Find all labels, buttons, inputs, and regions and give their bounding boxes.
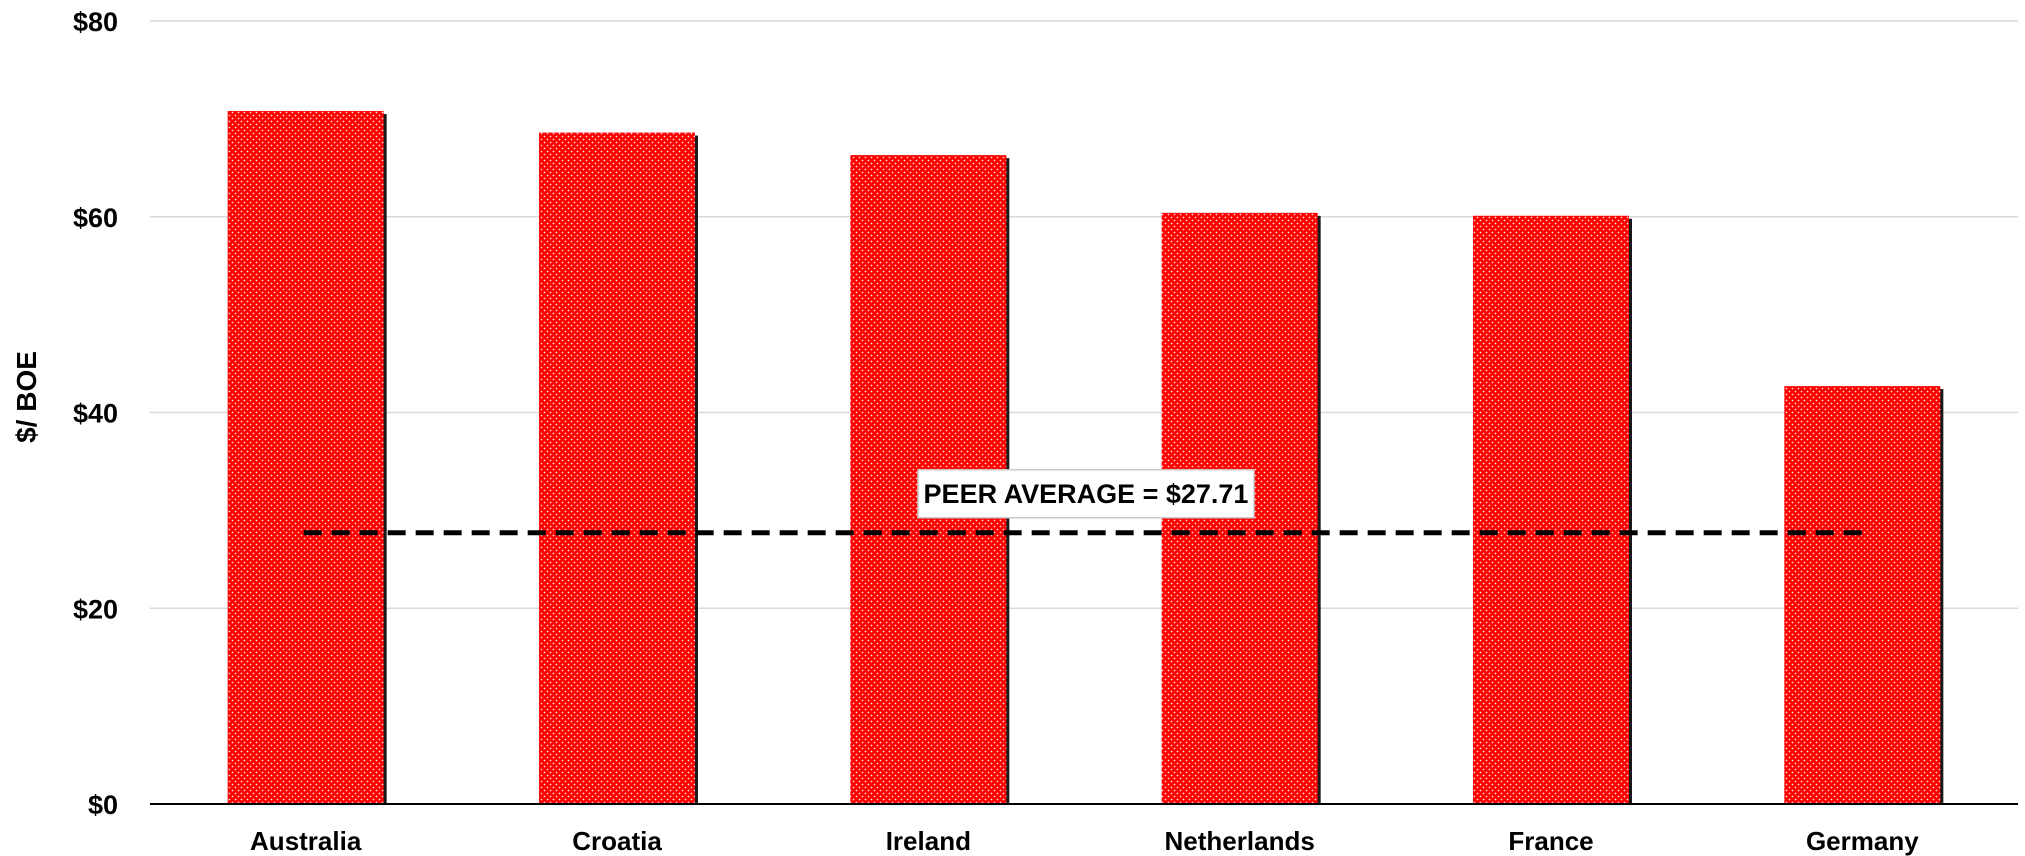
y-tick-label: $20 [73, 594, 118, 624]
peer-average-annotation: PEER AVERAGE = $27.71 [917, 469, 1255, 519]
bar-germany [1784, 386, 1941, 804]
y-tick-label: $40 [73, 399, 118, 429]
y-tick-label: $0 [88, 790, 118, 820]
bar-france [1473, 215, 1629, 805]
x-tick-label: France [1508, 826, 1593, 856]
x-tick-label: Ireland [886, 826, 971, 856]
y-tick-label: $80 [73, 7, 118, 37]
x-axis-categories: Australia Croatia Ireland Netherlands France… [250, 826, 1919, 856]
bars [227, 111, 1944, 805]
y-axis-ticks: $0 $20 $40 $60 $80 [73, 7, 118, 820]
annotation-box [917, 469, 1255, 519]
x-tick-label: Germany [1806, 826, 1919, 856]
x-tick-label: Croatia [572, 826, 662, 856]
x-tick-label: Australia [250, 826, 362, 856]
bar-australia [227, 111, 384, 805]
y-axis-title: $/ BOE [11, 351, 42, 443]
gridlines [150, 20, 2018, 609]
x-tick-label: Netherlands [1165, 826, 1315, 856]
annotation-label: PEER AVERAGE = $27.71 [924, 479, 1249, 509]
y-tick-label: $60 [73, 203, 118, 233]
bar-croatia [539, 132, 695, 804]
